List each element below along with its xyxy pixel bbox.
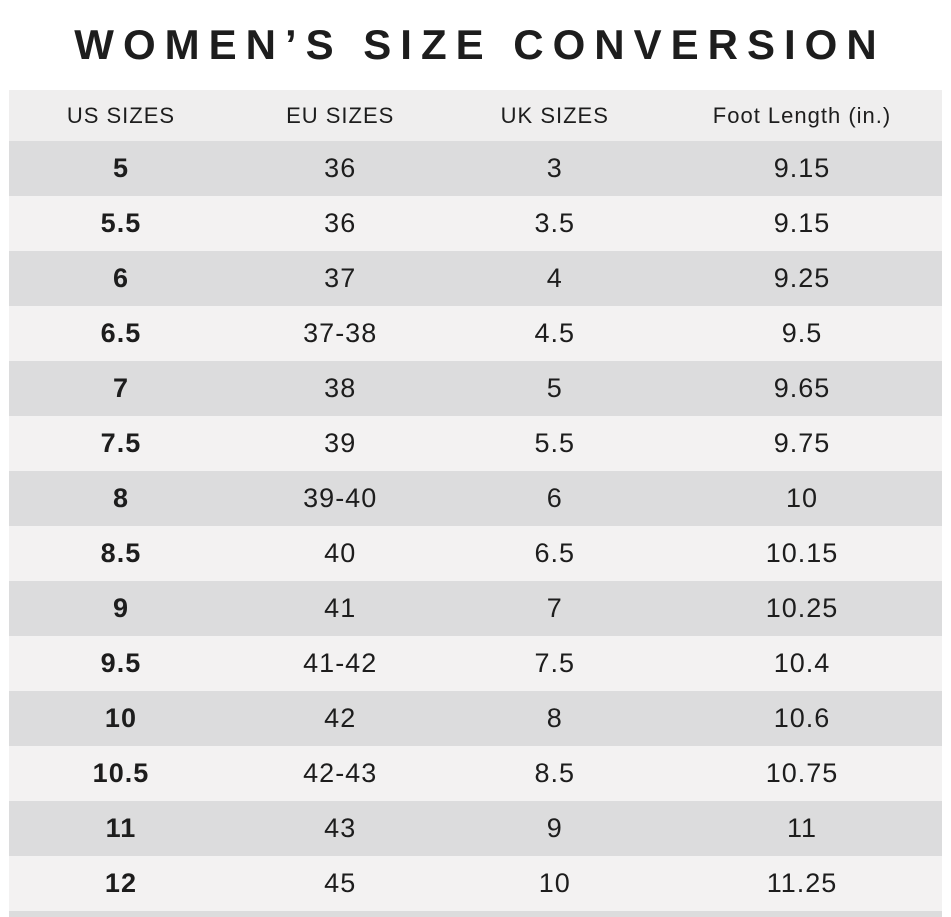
cell-eu-size: 36 [324, 208, 357, 238]
cell-uk-size: 6 [546, 483, 563, 513]
table-header-row: US SIZES EU SIZES UK SIZES Foot Length (… [9, 90, 942, 141]
table-row: 6.5 37-38 4.5 9.5 [9, 306, 942, 361]
cell-us-size: 7 [112, 373, 129, 403]
cell-foot-length: 10.25 [765, 593, 839, 623]
cell-uk-size: 7.5 [534, 648, 576, 678]
cell-us-size: 5 [112, 153, 129, 183]
cell-eu-size: 37-38 [303, 318, 378, 348]
cell-us-size: 8.5 [100, 538, 142, 568]
cell-eu-size: 39 [324, 428, 357, 458]
table-row: 6 37 4 9.25 [9, 251, 942, 306]
table-row: 8 39-40 6 10 [9, 471, 942, 526]
cell-us-size: 5.5 [100, 208, 142, 238]
cell-eu-size: 45 [324, 868, 357, 898]
cell-uk-size: 4.5 [534, 318, 576, 348]
table-row: 12 45 10 11.25 [9, 856, 942, 911]
cell-uk-size: 8 [546, 703, 563, 733]
cell-foot-length: 9.15 [773, 208, 831, 238]
cell-uk-size: 10 [538, 868, 571, 898]
cell-foot-length: 9.5 [781, 318, 823, 348]
cell-uk-size: 5 [546, 373, 563, 403]
table-row: 7 38 5 9.65 [9, 361, 942, 416]
cell-foot-length: 9.25 [773, 263, 831, 293]
cell-foot-length: 9.15 [773, 153, 831, 183]
cell-us-size: 6 [112, 263, 129, 293]
cell-foot-length: 10 [785, 483, 819, 513]
size-conversion-table: US SIZES EU SIZES UK SIZES Foot Length (… [9, 90, 942, 917]
cell-uk-size: 9 [546, 813, 563, 843]
cell-eu-size: 42-43 [303, 758, 378, 788]
column-header-uk-sizes: UK SIZES [500, 102, 609, 128]
cell-us-size: 12 [104, 868, 137, 898]
cell-eu-size: 39-40 [303, 483, 378, 513]
cell-eu-size: 43 [324, 813, 357, 843]
cell-us-size: 11 [105, 813, 137, 843]
cell-uk-size: 5.5 [534, 428, 576, 458]
cell-us-size: 7.5 [100, 428, 142, 458]
cell-foot-length: 9.75 [773, 428, 831, 458]
cell-eu-size: 42 [324, 703, 357, 733]
cell-uk-size: 8.5 [534, 758, 576, 788]
cell-us-size: 8 [112, 483, 129, 513]
table-row: 10 42 8 10.6 [9, 691, 942, 746]
table-row: 10.5 42-43 8.5 10.75 [9, 746, 942, 801]
cell-eu-size: 41-42 [303, 648, 378, 678]
table-body: 5 36 3 9.15 5.5 36 3.5 9.15 6 37 4 9.25 6.5 37-38 4.5 9… [9, 141, 942, 911]
cell-eu-size: 36 [324, 153, 357, 183]
table-row: 11 43 9 11 [9, 801, 942, 856]
cell-uk-size: 6.5 [534, 538, 576, 568]
cell-us-size: 9 [112, 593, 129, 623]
table-row: 9 41 7 10.25 [9, 581, 942, 636]
cell-foot-length: 10.4 [773, 648, 831, 678]
cell-foot-length: 9.65 [773, 373, 831, 403]
cell-us-size: 10 [104, 703, 137, 733]
cell-foot-length: 10.15 [765, 538, 839, 568]
cell-eu-size: 37 [324, 263, 357, 293]
cell-us-size: 6.5 [100, 318, 142, 348]
table-row: 7.5 39 5.5 9.75 [9, 416, 942, 471]
table-row: 5.5 36 3.5 9.15 [9, 196, 942, 251]
cell-eu-size: 40 [324, 538, 357, 568]
cell-us-size: 9.5 [100, 648, 142, 678]
cell-eu-size: 38 [324, 373, 357, 403]
cell-uk-size: 3 [546, 153, 563, 183]
cell-foot-length: 11 [786, 813, 818, 843]
cell-foot-length: 10.6 [773, 703, 831, 733]
cell-foot-length: 10.75 [765, 758, 839, 788]
column-header-eu-sizes: EU SIZES [286, 102, 395, 128]
column-header-foot-length: Foot Length (in.) [712, 102, 892, 128]
cell-eu-size: 41 [324, 593, 357, 623]
column-header-us-sizes: US SIZES [66, 102, 176, 128]
table-bottom-strip [9, 911, 942, 917]
cell-foot-length: 11.25 [766, 868, 838, 898]
cell-uk-size: 4 [546, 263, 563, 293]
table-row: 9.5 41-42 7.5 10.4 [9, 636, 942, 691]
cell-uk-size: 3.5 [534, 208, 576, 238]
table-row: 8.5 40 6.5 10.15 [9, 526, 942, 581]
page-title: WOMEN’S SIZE CONVERSION [74, 21, 886, 68]
table-row: 5 36 3 9.15 [9, 141, 942, 196]
cell-us-size: 10.5 [92, 758, 150, 788]
cell-uk-size: 7 [546, 593, 563, 623]
